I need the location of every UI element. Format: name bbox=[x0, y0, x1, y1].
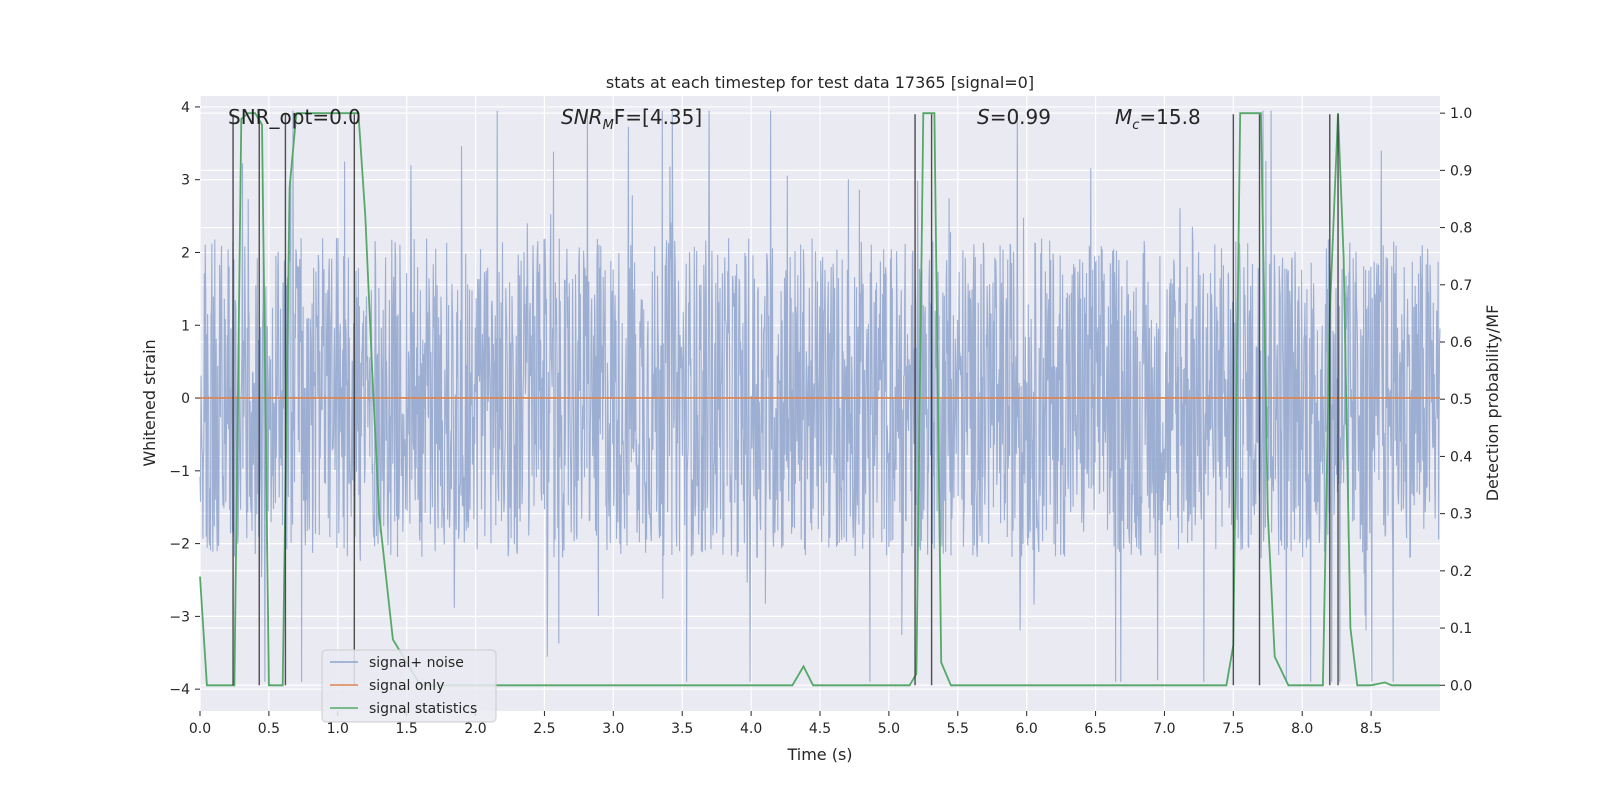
x-tick-label-4: 2.0 bbox=[464, 721, 486, 737]
left-y-tick-label-3: −1 bbox=[169, 464, 190, 480]
right-y-tick-label-7: 0.7 bbox=[1450, 278, 1472, 294]
x-tick-label-10: 5.0 bbox=[878, 721, 900, 737]
left-y-tick-label-0: −4 bbox=[169, 682, 190, 698]
x-axis-ticks: 0.0 0.5 1.0 1.5 2.0 2.5 3.0 3.5 4.0 4.5 5.0 5.5 6.0 6… bbox=[189, 711, 1382, 737]
mc-symbol: M bbox=[1115, 105, 1132, 129]
mc-annotation: Mc=15.8 bbox=[1115, 105, 1201, 133]
s-symbol: S bbox=[977, 105, 990, 129]
left-y-tick-label-5: 1 bbox=[181, 318, 190, 334]
x-tick-label-5: 2.5 bbox=[533, 721, 555, 737]
left-y-tick-label-7: 3 bbox=[181, 173, 190, 189]
legend-label-signal-only: signal only bbox=[369, 678, 444, 694]
snr-mf-annotation: SNRMF=[4.35] bbox=[561, 105, 702, 133]
left-y-axis-label: Whitened strain bbox=[140, 339, 159, 466]
left-y-tick-label-1: −3 bbox=[169, 609, 190, 625]
legend-box bbox=[321, 649, 497, 723]
legend: signal+ noise signal only signal statist… bbox=[321, 649, 497, 723]
x-tick-label-1: 0.5 bbox=[258, 721, 280, 737]
x-tick-label-11: 5.5 bbox=[947, 721, 969, 737]
chart-title: stats at each timestep for test data 173… bbox=[606, 73, 1034, 92]
signal-statistics-line bbox=[199, 112, 1440, 687]
x-tick-label-0: 0.0 bbox=[189, 721, 211, 737]
x-tick-label-8: 4.0 bbox=[740, 721, 762, 737]
left-y-tick-label-2: −2 bbox=[169, 537, 190, 553]
right-y-tick-label-9: 0.9 bbox=[1450, 163, 1472, 179]
x-tick-label-14: 7.0 bbox=[1153, 721, 1175, 737]
right-y-tick-label-10: 1.0 bbox=[1450, 106, 1472, 122]
snr-mf-symbol: SNR bbox=[561, 105, 603, 129]
x-tick-label-2: 1.0 bbox=[327, 721, 349, 737]
legend-label-signal-plus-noise: signal+ noise bbox=[369, 655, 464, 671]
left-y-tick-label-8: 4 bbox=[181, 100, 190, 116]
x-tick-label-17: 8.5 bbox=[1360, 721, 1382, 737]
right-y-tick-label-1: 0.1 bbox=[1450, 621, 1472, 637]
right-y-tick-label-5: 0.5 bbox=[1450, 392, 1472, 408]
right-y-tick-label-2: 0.2 bbox=[1450, 564, 1472, 580]
x-tick-label-3: 1.5 bbox=[396, 721, 418, 737]
x-tick-label-16: 8.0 bbox=[1291, 721, 1313, 737]
snr-mf-subscript: M bbox=[603, 118, 614, 133]
s-annotation: S=0.99 bbox=[977, 105, 1051, 129]
x-tick-label-6: 3.0 bbox=[602, 721, 624, 737]
x-tick-label-7: 3.5 bbox=[671, 721, 693, 737]
x-tick-label-9: 4.5 bbox=[809, 721, 831, 737]
right-y-axis-label: Detection probability/MF bbox=[1483, 305, 1502, 502]
s-value: =0.99 bbox=[990, 105, 1051, 129]
left-y-axis-ticks: −4 −3 −2 −1 0 1 2 3 4 bbox=[169, 100, 200, 698]
right-y-tick-label-3: 0.3 bbox=[1450, 507, 1472, 523]
x-tick-label-13: 6.5 bbox=[1084, 721, 1106, 737]
right-y-axis-ticks: 0.0 0.1 0.2 0.3 0.4 0.5 0.6 0.7 0.8 0.9 1.0 bbox=[1440, 106, 1472, 694]
snr-opt-annotation: SNR_opt=0.0 bbox=[228, 105, 361, 129]
x-axis-label: Time (s) bbox=[786, 745, 852, 764]
right-y-tick-label-6: 0.6 bbox=[1450, 335, 1472, 351]
legend-label-signal-statistics: signal statistics bbox=[369, 701, 477, 717]
left-y-tick-label-6: 2 bbox=[181, 245, 190, 261]
right-y-tick-label-0: 0.0 bbox=[1450, 678, 1472, 694]
left-y-tick-label-4: 0 bbox=[181, 391, 190, 407]
right-y-tick-label-4: 0.4 bbox=[1450, 449, 1472, 465]
right-y-tick-label-8: 0.8 bbox=[1450, 221, 1472, 237]
mc-value: =15.8 bbox=[1139, 105, 1200, 129]
x-tick-label-15: 7.5 bbox=[1222, 721, 1244, 737]
x-tick-label-12: 6.0 bbox=[1016, 721, 1038, 737]
snr-mf-value: F=[4.35] bbox=[614, 105, 702, 129]
mc-subscript: c bbox=[1132, 118, 1139, 133]
event-markers bbox=[232, 114, 1339, 686]
